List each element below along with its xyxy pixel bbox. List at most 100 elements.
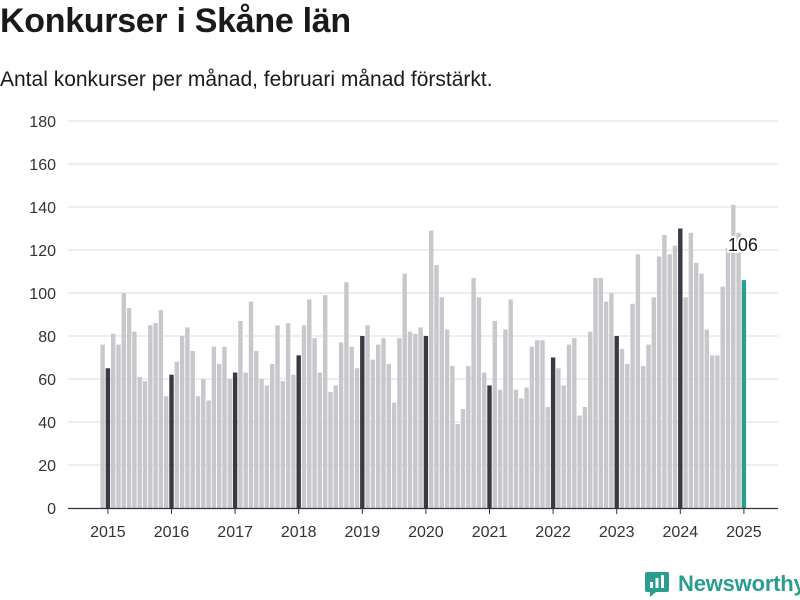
bar (323, 295, 328, 508)
x-tick-label: 2020 (408, 524, 444, 540)
bar (264, 385, 270, 508)
bar (524, 387, 529, 508)
bar (731, 204, 736, 508)
newsworthy-logo-icon (645, 572, 669, 597)
bar (179, 336, 185, 508)
newsworthy-logo[interactable]: Newsworthy (644, 570, 800, 598)
bar-february (550, 357, 556, 508)
bar (429, 230, 434, 508)
bar (704, 329, 709, 508)
bar (455, 424, 460, 508)
data-label-latest: 106 (728, 235, 758, 255)
bar-february (232, 372, 238, 508)
bar (619, 348, 625, 508)
bar (535, 340, 540, 508)
bar (646, 344, 651, 508)
bar-february (169, 374, 174, 508)
x-tick-label: 2023 (599, 524, 635, 540)
bar (709, 355, 715, 508)
bar (625, 363, 630, 508)
y-tick-label: 20 (38, 458, 56, 475)
x-tick-label: 2025 (726, 524, 762, 540)
bar (609, 293, 614, 508)
bar (370, 359, 376, 508)
bar (381, 338, 386, 508)
bar (694, 262, 699, 508)
bar (211, 346, 217, 508)
bar (153, 323, 158, 508)
y-tick-label: 40 (38, 415, 56, 432)
bar (545, 406, 550, 508)
bar-february (105, 368, 111, 508)
bar (402, 273, 407, 508)
bar (715, 355, 720, 508)
x-tick-label: 2018 (281, 524, 317, 540)
bar (418, 327, 423, 508)
bar (503, 329, 508, 508)
bar (725, 247, 731, 508)
bar (582, 406, 588, 508)
bar (270, 363, 275, 508)
bar (291, 374, 296, 508)
bar (280, 381, 285, 508)
bar (444, 329, 450, 508)
x-tick-label: 2022 (535, 524, 571, 540)
bar (720, 286, 725, 508)
bar (142, 381, 148, 508)
bar (519, 398, 524, 508)
bar (338, 342, 344, 508)
x-tick-label: 2024 (663, 524, 699, 540)
bar (354, 368, 360, 508)
y-tick-label: 60 (38, 372, 56, 389)
bar (466, 366, 471, 508)
bar (307, 299, 312, 508)
bar (471, 277, 476, 508)
x-tick-label: 2015 (90, 524, 126, 540)
bar (482, 372, 487, 508)
bar (259, 379, 264, 508)
bar (206, 400, 211, 508)
bar (201, 379, 206, 508)
bar (736, 232, 741, 509)
bar (413, 333, 418, 508)
bar (285, 323, 291, 508)
bar-latest (741, 280, 747, 508)
bar (593, 277, 598, 508)
chart-title: Konkurser i Skåne län (0, 2, 351, 40)
bar (301, 325, 307, 508)
bar (667, 254, 672, 508)
bar (217, 363, 222, 508)
y-tick-label: 120 (29, 243, 56, 260)
y-tick-label: 100 (29, 286, 56, 303)
bar (174, 361, 179, 508)
brand-name: Newsworthy (678, 571, 800, 596)
bar (603, 301, 609, 508)
bar (132, 331, 137, 508)
bar (386, 363, 391, 508)
bar (656, 256, 662, 508)
bar (688, 232, 694, 509)
bar (100, 344, 105, 508)
bar (126, 308, 132, 508)
x-tick-label: 2017 (217, 524, 253, 540)
y-tick-label: 140 (29, 200, 56, 217)
bar (190, 351, 195, 508)
bar (328, 391, 333, 508)
bar (540, 340, 545, 508)
bar (651, 297, 656, 508)
bar (365, 325, 370, 508)
bar (561, 385, 566, 508)
bar (312, 338, 317, 508)
bar (344, 282, 349, 508)
bar (148, 325, 153, 508)
bar-february (614, 336, 619, 508)
bar (248, 301, 254, 508)
bar (195, 396, 201, 508)
bar (476, 297, 482, 508)
bar (699, 273, 704, 508)
bar (391, 402, 397, 508)
x-tick-label: 2021 (472, 524, 508, 540)
y-tick-label: 160 (29, 157, 56, 174)
bar (121, 293, 126, 508)
bar-february (487, 385, 492, 508)
